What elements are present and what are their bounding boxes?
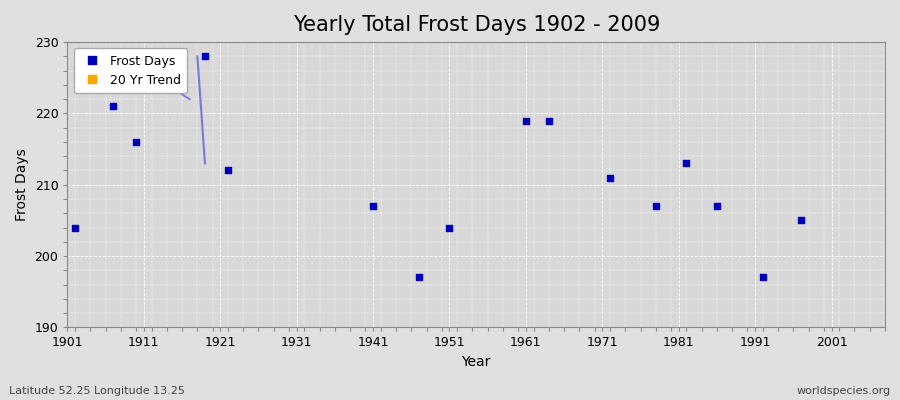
Point	[366, 203, 381, 209]
Point	[129, 139, 143, 145]
Point	[680, 160, 694, 166]
Point	[710, 203, 724, 209]
Point	[603, 174, 617, 181]
Text: Latitude 52.25 Longitude 13.25: Latitude 52.25 Longitude 13.25	[9, 386, 184, 396]
Point	[756, 274, 770, 281]
Point	[649, 203, 663, 209]
Text: worldspecies.org: worldspecies.org	[796, 386, 891, 396]
Point	[68, 224, 82, 231]
Point	[518, 117, 533, 124]
X-axis label: Year: Year	[462, 355, 490, 369]
Point	[220, 167, 235, 174]
Point	[411, 274, 426, 281]
Point	[198, 53, 212, 60]
Point	[159, 82, 174, 88]
Point	[106, 103, 121, 110]
Point	[542, 117, 556, 124]
Legend: Frost Days, 20 Yr Trend: Frost Days, 20 Yr Trend	[74, 48, 187, 93]
Title: Yearly Total Frost Days 1902 - 2009: Yearly Total Frost Days 1902 - 2009	[292, 15, 660, 35]
Point	[442, 224, 456, 231]
Y-axis label: Frost Days: Frost Days	[15, 148, 29, 221]
Point	[794, 217, 808, 224]
